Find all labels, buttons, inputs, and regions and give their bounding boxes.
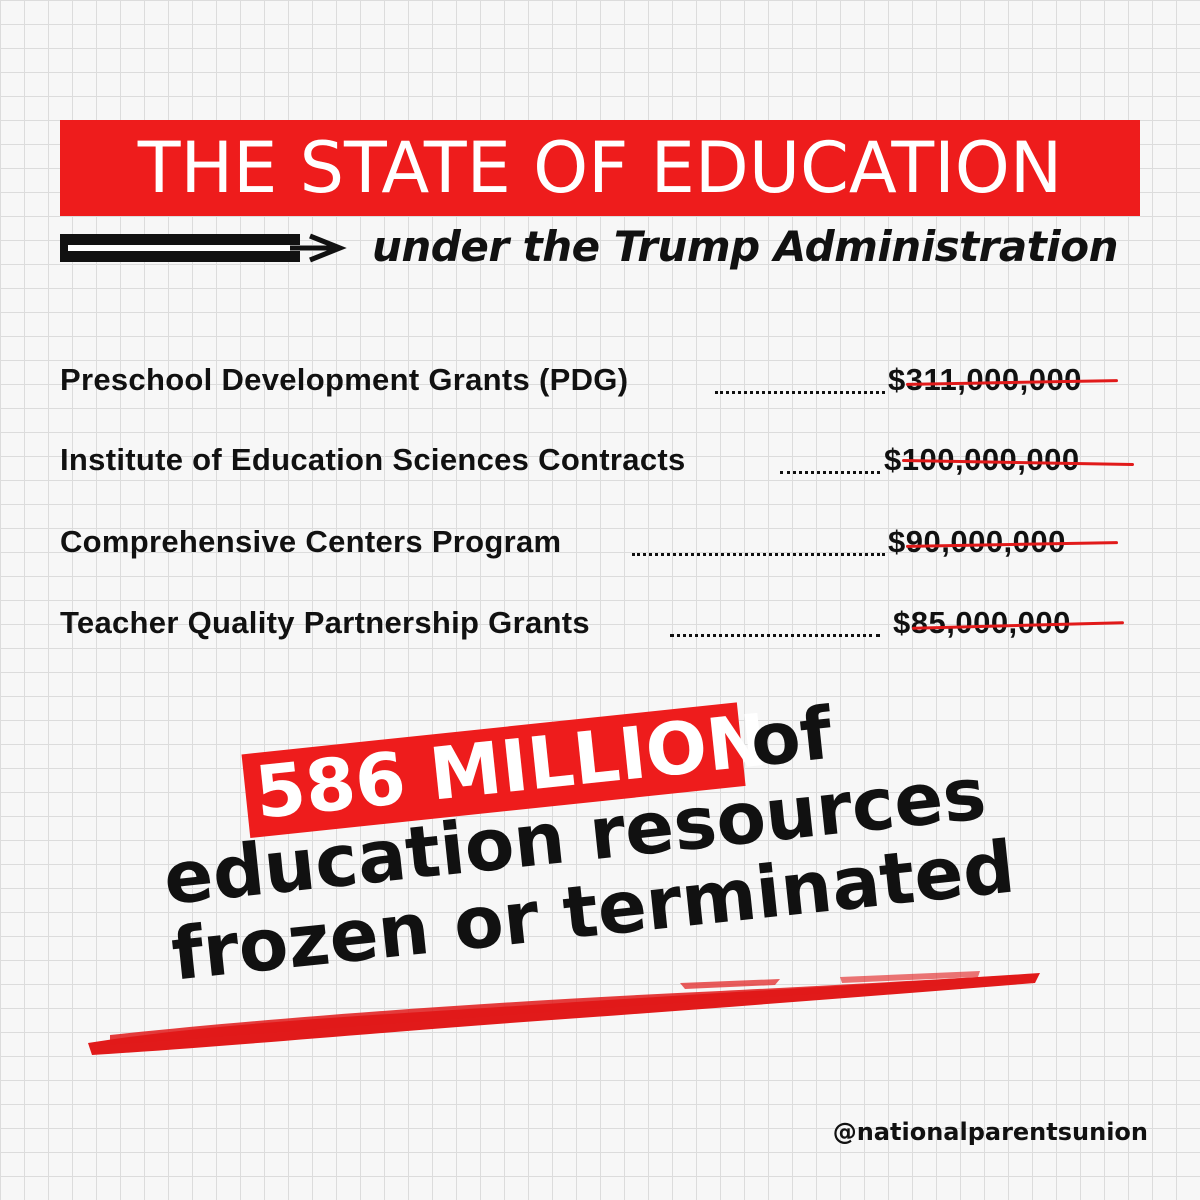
list-item: Preschool Development Grants (PDG) $311,… [60, 362, 1150, 402]
item-label: Preschool Development Grants (PDG) [60, 362, 629, 397]
item-amount: $90,000,000 [888, 524, 1066, 559]
page-title: THE STATE OF EDUCATION [137, 127, 1063, 209]
red-brush-stroke [88, 971, 1040, 1055]
arrow-right-icon [60, 233, 347, 263]
item-label: Comprehensive Centers Program [60, 524, 562, 559]
headline-of: of [746, 690, 836, 783]
item-label: Institute of Education Sciences Contract… [60, 442, 686, 477]
item-label: Teacher Quality Partnership Grants [60, 605, 590, 640]
dot-leader [715, 354, 885, 394]
dot-leader [632, 516, 885, 556]
list-item: Institute of Education Sciences Contract… [60, 442, 1150, 482]
dot-leader [670, 597, 880, 637]
headline: 586 MILLION of education resources froze… [140, 659, 1019, 1003]
list-item: Comprehensive Centers Program $90,000,00… [60, 524, 1150, 564]
social-handle: @nationalparentsunion [832, 1118, 1148, 1146]
list-item: Teacher Quality Partnership Grants $85,0… [60, 605, 1150, 645]
page-subtitle: under the Trump Administration [372, 222, 1118, 271]
title-banner: THE STATE OF EDUCATION [60, 120, 1140, 216]
dot-leader [780, 434, 880, 474]
